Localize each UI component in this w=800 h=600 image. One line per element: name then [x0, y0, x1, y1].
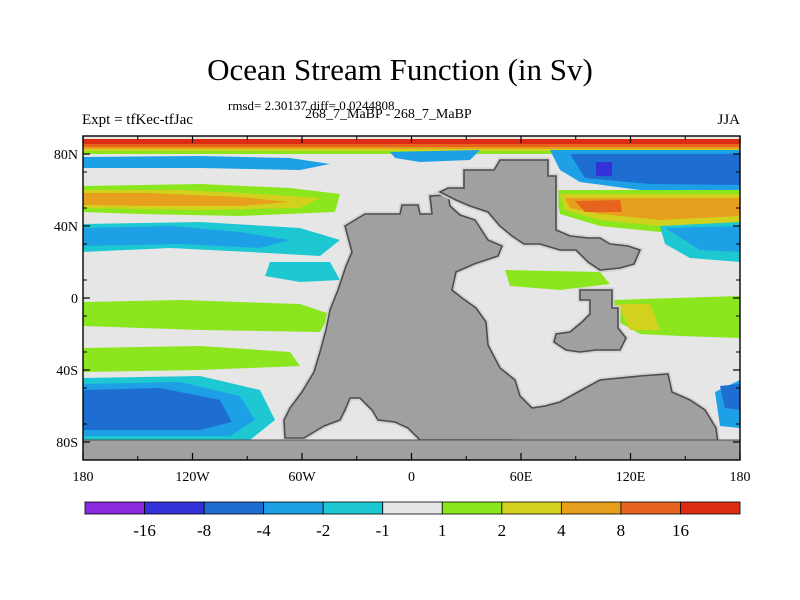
y-tick-label: 80N	[54, 148, 78, 163]
land-masses	[281, 157, 721, 447]
experiment-label: Expt = tfKec-tfJac	[82, 112, 193, 128]
x-tick-label: 120W	[175, 470, 210, 485]
stats-text: rmsd= 2.30137 diff= 0.0244808	[228, 98, 395, 113]
colorbar-label: -2	[316, 521, 330, 540]
colorbar-box	[203, 501, 265, 515]
colorbar-box	[263, 501, 324, 515]
map-plot-area	[83, 136, 740, 460]
y-tick-label: 0	[71, 292, 78, 307]
contour-indian-green	[505, 270, 610, 290]
colorbar-label: 16	[672, 521, 689, 540]
x-tick-label: 180	[730, 470, 751, 485]
colorbar-box	[680, 501, 741, 515]
x-axis: 180 120W 60W 0 60E 120E 180	[73, 136, 751, 485]
x-tick-label: 120E	[616, 470, 646, 485]
y-tick-label: 40N	[54, 220, 78, 235]
season-label: JJA	[717, 112, 740, 128]
contour-nasia-blue	[570, 154, 740, 185]
contour-aus-yellow	[618, 304, 660, 330]
contour-npac-orange	[83, 193, 290, 206]
land-eurasia	[438, 159, 642, 271]
colorbar-label: 1	[438, 521, 447, 540]
contour-southern-darkblue	[83, 388, 232, 430]
band-arctic-yellow	[83, 149, 740, 151]
colorbar-label: -1	[376, 521, 390, 540]
colorbar-box	[382, 501, 443, 515]
colorbar-box	[322, 501, 384, 515]
colorbar-box	[620, 501, 681, 515]
band-arctic-orange	[83, 144, 740, 147]
land-australia	[553, 289, 627, 353]
colorbar: -16 -8 -4 -2 -1 1 2 4 8 16	[84, 501, 741, 540]
colorbar-label: 4	[557, 521, 566, 540]
x-tick-label: 0	[408, 470, 415, 485]
colorbar-label: -16	[133, 521, 156, 540]
colorbar-box	[441, 501, 503, 515]
y-tick-label: 80S	[56, 436, 78, 451]
colorbar-label: 2	[498, 521, 507, 540]
colorbar-box	[501, 501, 562, 515]
colorbar-box	[84, 501, 145, 515]
contour-nasia-darkblue	[596, 162, 612, 176]
contour-south-green	[83, 346, 300, 372]
y-axis: 80N 40N 0 40S 80S	[54, 135, 740, 461]
colorbar-box	[144, 501, 205, 515]
land-americas	[283, 194, 719, 445]
contour-natl-blue	[390, 150, 480, 162]
x-tick-label: 60W	[288, 470, 316, 485]
contour-wpac-blue	[665, 226, 740, 252]
contour-npac-cyan	[83, 156, 330, 170]
contour-se-darkblue	[720, 384, 740, 410]
contour-subtrop-blue	[83, 226, 290, 248]
case-label: 268_7_MaBP - 268_7_MaBP	[305, 107, 472, 122]
colorbar-box	[560, 501, 622, 515]
contour-equator-cyan	[265, 262, 340, 282]
colorbar-label: 8	[617, 521, 626, 540]
antarctica-strip	[83, 439, 740, 460]
colorbar-label: -4	[257, 521, 272, 540]
band-arctic-yellow-orange	[83, 147, 740, 149]
x-tick-label: 60E	[510, 470, 533, 485]
y-tick-label: 40S	[56, 364, 78, 379]
contour-spac-green	[83, 300, 330, 332]
map-title: Ocean Stream Function (in Sv)	[207, 52, 593, 87]
colorbar-label: -8	[197, 521, 211, 540]
x-tick-label: 180	[73, 470, 94, 485]
contour-kuroshio-red	[575, 200, 622, 212]
